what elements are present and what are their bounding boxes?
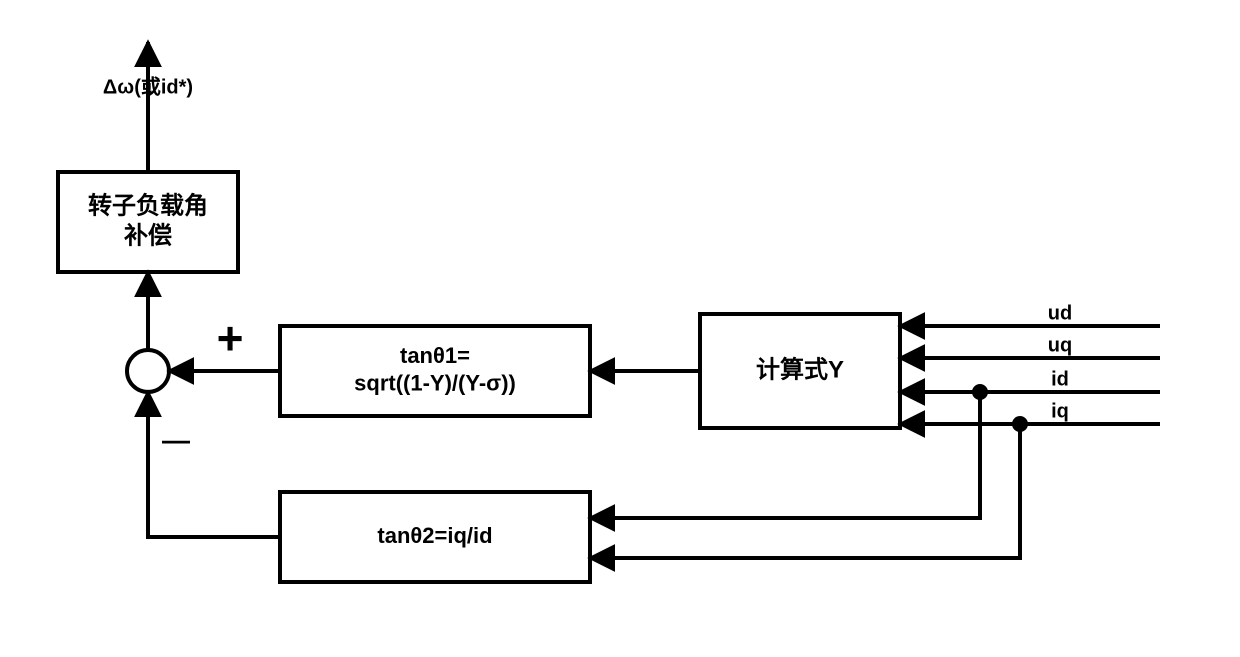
tan1-label-0: tanθ1= — [400, 343, 470, 368]
comp-label-0: 转子负载角 — [88, 191, 208, 219]
input-label-iq: iq — [1051, 400, 1069, 422]
iq-to-tan2-arrow — [590, 424, 1020, 558]
input-label-uq: uq — [1048, 334, 1072, 356]
input-label-ud: ud — [1048, 302, 1072, 324]
output-label: Δω(或id*) — [103, 74, 193, 98]
tan1-label-1: sqrt((1-Y)/(Y-σ)) — [354, 371, 516, 396]
tan2-to-sum-arrow — [148, 392, 280, 537]
tan2-label: tanθ2=iq/id — [377, 523, 492, 548]
plus-sign: + — [217, 312, 244, 364]
block-diagram: 转子负载角补偿 tanθ1= sqrt((1-Y)/(Y-σ)) 计算式Y tanθ2=… — [0, 0, 1240, 657]
comp-label-1: 补偿 — [124, 222, 172, 249]
minus-sign: — — [162, 424, 190, 455]
calcY-label: 计算式Y — [756, 355, 844, 383]
input-label-id: id — [1051, 368, 1069, 390]
summing-node — [127, 350, 169, 392]
